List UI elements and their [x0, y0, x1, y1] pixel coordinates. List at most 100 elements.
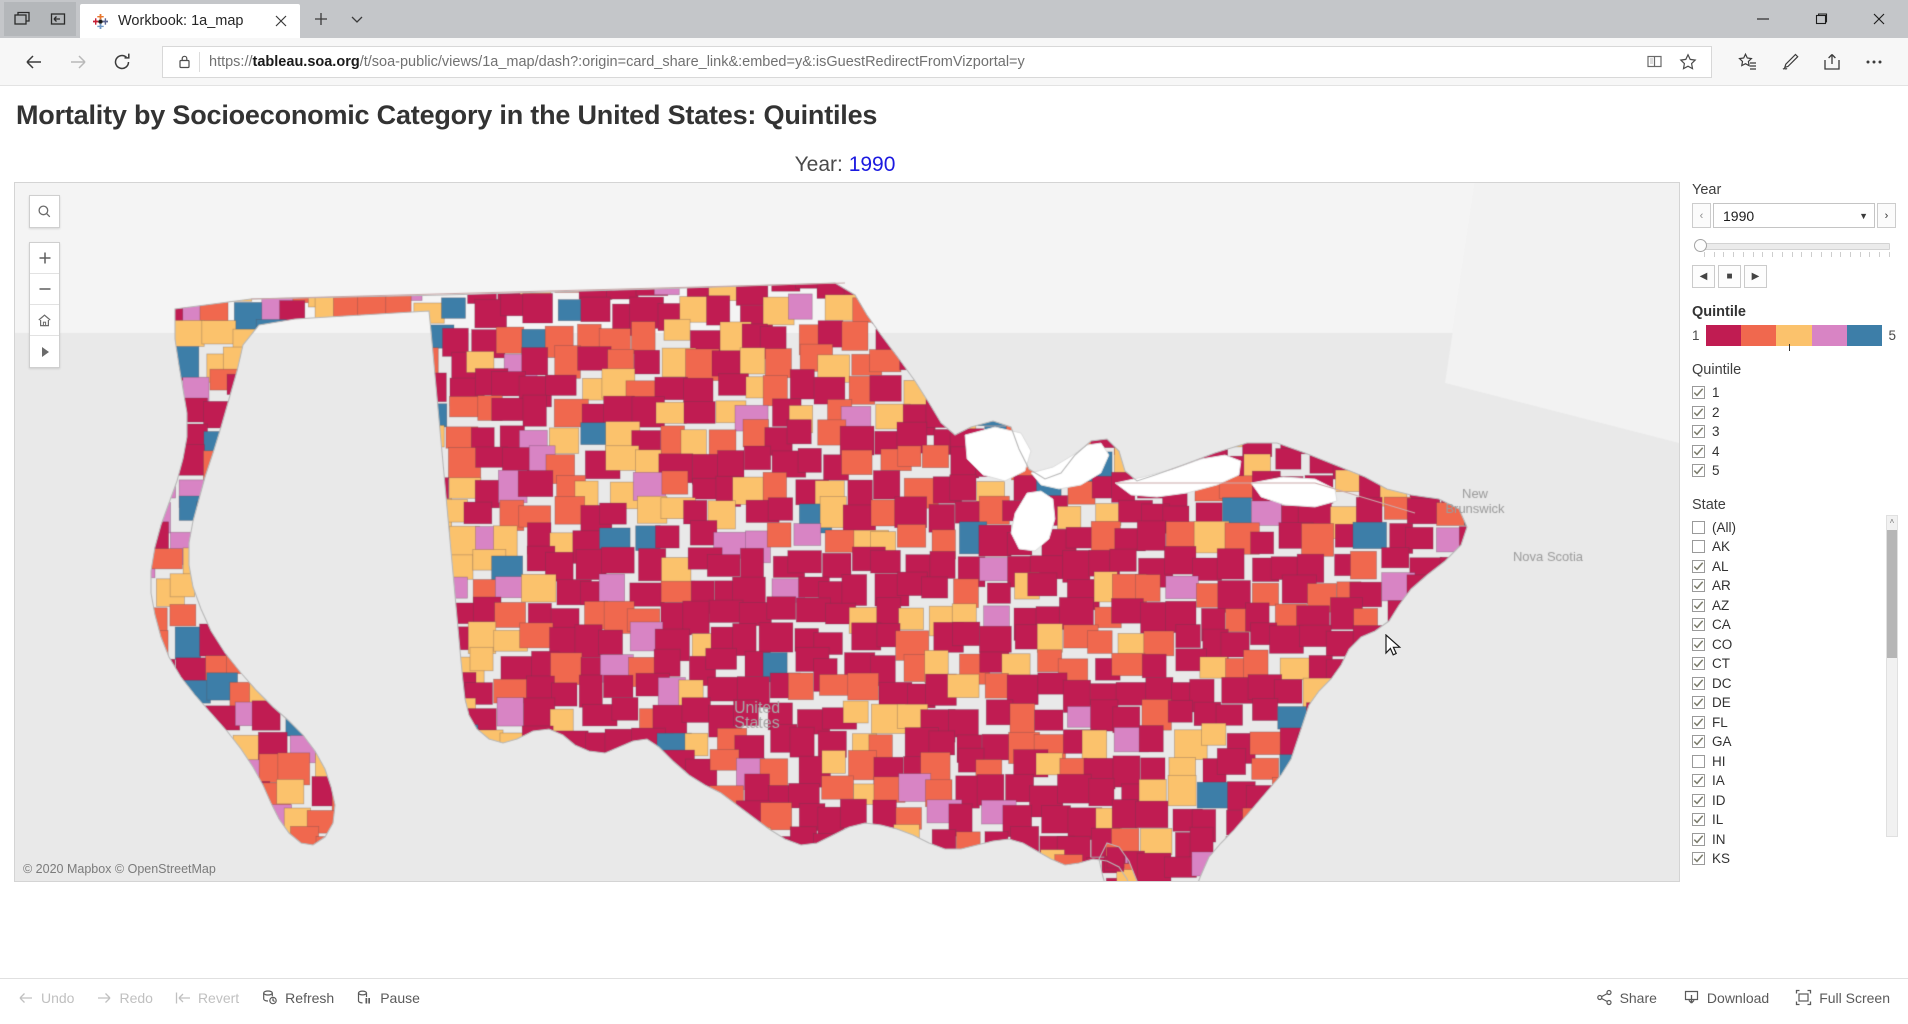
year-next-button[interactable]: › — [1877, 203, 1896, 228]
tab-preview-icon[interactable] — [4, 2, 40, 36]
checkbox-checked-icon[interactable] — [1692, 793, 1705, 807]
toolbar-pause-button[interactable]: Pause — [356, 989, 420, 1006]
state-item-row[interactable]: GA — [1692, 732, 1896, 752]
checkbox-checked-icon[interactable] — [1692, 598, 1705, 612]
checkbox-unchecked-icon[interactable] — [1692, 754, 1705, 768]
quintile-item-row[interactable]: 5 — [1692, 461, 1896, 481]
toolbar-full-screen-button[interactable]: Full Screen — [1795, 989, 1890, 1006]
favorite-star-icon[interactable] — [1671, 47, 1705, 77]
search-icon[interactable] — [30, 196, 59, 227]
zoom-in-icon[interactable] — [30, 243, 59, 274]
choropleth-map[interactable]: © 2020 Mapbox © OpenStreetMap — [14, 182, 1680, 882]
checkbox-checked-icon[interactable] — [1692, 386, 1705, 400]
checkbox-checked-icon[interactable] — [1692, 559, 1705, 573]
map-canvas[interactable] — [15, 183, 1679, 881]
reading-view-icon[interactable] — [1637, 47, 1671, 77]
maximize-button[interactable] — [1792, 0, 1850, 38]
tab-list-chevron-down-icon[interactable] — [340, 4, 374, 34]
state-item-label: AK — [1712, 539, 1731, 555]
checkbox-unchecked-icon[interactable] — [1692, 540, 1705, 554]
year-slider-handle[interactable] — [1694, 239, 1707, 252]
state-item-row[interactable]: IN — [1692, 830, 1896, 850]
legend-swatch-3[interactable] — [1776, 325, 1812, 346]
checkbox-checked-icon[interactable] — [1692, 464, 1705, 478]
state-item-row[interactable]: AR — [1692, 576, 1896, 596]
toolbar-undo-button: Undo — [18, 990, 74, 1006]
state-item-row[interactable]: AK — [1692, 537, 1896, 557]
state-item-row[interactable]: IA — [1692, 771, 1896, 791]
state-list-scrollbar[interactable]: ˄ — [1886, 514, 1898, 837]
playback-stop-button[interactable]: ■ — [1718, 265, 1741, 288]
tab-strip-actions — [300, 0, 374, 38]
toolbar-share-button[interactable]: Share — [1596, 989, 1657, 1006]
checkbox-checked-icon[interactable] — [1692, 735, 1705, 749]
year-caption: Year: 1990 — [0, 153, 1690, 177]
quintile-item-label: 3 — [1712, 424, 1720, 440]
quintile-color-bar[interactable] — [1705, 325, 1883, 351]
state-item-row[interactable]: AL — [1692, 557, 1896, 577]
share-icon[interactable] — [1812, 43, 1852, 81]
quintile-item-row[interactable]: 2 — [1692, 403, 1896, 423]
forward-button-icon[interactable] — [58, 43, 98, 81]
more-options-icon[interactable] — [1854, 43, 1894, 81]
scrollbar-thumb[interactable] — [1887, 529, 1897, 658]
toolbar-refresh-button[interactable]: Refresh — [261, 989, 334, 1006]
legend-swatch-5[interactable] — [1847, 325, 1883, 346]
checkbox-checked-icon[interactable] — [1692, 774, 1705, 788]
address-bar[interactable]: https://tableau.soa.org/t/soa-public/vie… — [162, 45, 1712, 78]
scroll-up-icon[interactable]: ˄ — [1889, 517, 1895, 526]
checkbox-checked-icon[interactable] — [1692, 425, 1705, 439]
quintile-item-row[interactable]: 4 — [1692, 442, 1896, 462]
checkbox-checked-icon[interactable] — [1692, 405, 1705, 419]
back-button-icon[interactable] — [14, 43, 54, 81]
browser-tab[interactable]: Workbook: 1a_map — [80, 4, 300, 38]
checkbox-unchecked-icon[interactable] — [1692, 520, 1705, 534]
checkbox-checked-icon[interactable] — [1692, 637, 1705, 651]
state-item-row[interactable]: HI — [1692, 752, 1896, 772]
web-note-pen-icon[interactable] — [1770, 43, 1810, 81]
quintile-item-row[interactable]: 1 — [1692, 383, 1896, 403]
set-aside-tabs-icon[interactable] — [40, 2, 76, 36]
checkbox-checked-icon[interactable] — [1692, 813, 1705, 827]
minimize-button[interactable] — [1734, 0, 1792, 38]
state-item-row[interactable]: DC — [1692, 674, 1896, 694]
state-item-row[interactable]: CA — [1692, 615, 1896, 635]
state-item-row[interactable]: AZ — [1692, 596, 1896, 616]
year-select[interactable]: 1990 ▼ — [1713, 203, 1875, 228]
legend-swatch-4[interactable] — [1811, 325, 1848, 346]
state-item-row[interactable]: ID — [1692, 791, 1896, 811]
close-button[interactable] — [1850, 0, 1908, 38]
favorites-hub-icon[interactable] — [1728, 43, 1768, 81]
home-icon[interactable] — [30, 305, 59, 336]
checkbox-checked-icon[interactable] — [1692, 715, 1705, 729]
new-tab-icon[interactable] — [304, 4, 338, 34]
state-item-row[interactable]: FL — [1692, 713, 1896, 733]
state-item-row[interactable]: CO — [1692, 635, 1896, 655]
year-slider[interactable] — [1692, 237, 1896, 259]
state-item-row[interactable]: KS — [1692, 849, 1896, 869]
state-item-row[interactable]: (All) — [1692, 518, 1896, 538]
checkbox-checked-icon[interactable] — [1692, 579, 1705, 593]
zoom-out-icon[interactable] — [30, 274, 59, 305]
legend-swatch-1[interactable] — [1705, 325, 1741, 346]
pan-icon[interactable] — [30, 336, 59, 367]
toolbar-download-button[interactable]: Download — [1683, 989, 1769, 1006]
quintile-item-row[interactable]: 3 — [1692, 422, 1896, 442]
year-slider-track[interactable] — [1704, 243, 1890, 250]
checkbox-checked-icon[interactable] — [1692, 618, 1705, 632]
year-prev-button[interactable]: ‹ — [1692, 203, 1711, 228]
playback-forward-button[interactable]: ▶ — [1744, 265, 1767, 288]
refresh-button-icon[interactable] — [102, 43, 142, 81]
playback-backward-button[interactable]: ◀ — [1692, 265, 1715, 288]
checkbox-checked-icon[interactable] — [1692, 657, 1705, 671]
checkbox-checked-icon[interactable] — [1692, 832, 1705, 846]
close-tab-icon[interactable] — [270, 10, 292, 32]
checkbox-checked-icon[interactable] — [1692, 852, 1705, 866]
state-item-row[interactable]: CT — [1692, 654, 1896, 674]
state-item-row[interactable]: DE — [1692, 693, 1896, 713]
checkbox-checked-icon[interactable] — [1692, 676, 1705, 690]
state-item-row[interactable]: IL — [1692, 810, 1896, 830]
legend-swatch-2[interactable] — [1740, 325, 1777, 346]
checkbox-checked-icon[interactable] — [1692, 444, 1705, 458]
checkbox-checked-icon[interactable] — [1692, 696, 1705, 710]
